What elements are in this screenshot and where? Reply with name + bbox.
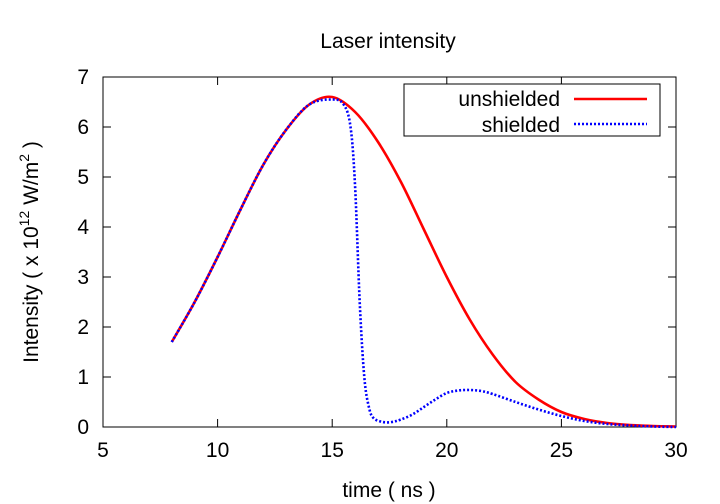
x-tick-label: 25 [550, 439, 573, 462]
y-axis-label: Intensity ( x 1012 W/m2 ) [16, 141, 43, 363]
y-tick-label: 6 [77, 116, 89, 139]
y-tick-label: 4 [77, 216, 89, 239]
y-tick-label: 2 [77, 316, 89, 339]
y-tick-label: 7 [77, 66, 89, 89]
y-tick-label: 0 [77, 416, 89, 439]
x-axis-label: time ( ns ) [342, 479, 435, 502]
y-label-suffix: ) [20, 141, 43, 154]
x-tick-label: 20 [435, 439, 458, 462]
legend-label-shielded: shielded [482, 114, 560, 137]
plot-frame [102, 76, 677, 428]
x-tick-label: 10 [206, 439, 229, 462]
y-label-exp1: 12 [16, 211, 32, 227]
axis-ticks: 5 10 15 20 25 30 0 1 2 3 4 5 6 7 [77, 66, 687, 462]
legend: unshielded shielded [403, 83, 661, 137]
x-tick-label: 15 [321, 439, 344, 462]
x-tick-label: 5 [97, 439, 109, 462]
y-label-exp2: 2 [16, 154, 32, 162]
legend-box [403, 83, 661, 137]
series-line-shielded [170, 98, 677, 429]
chart-title: Laser intensity [320, 30, 456, 53]
y-tick-label: 3 [77, 266, 89, 289]
legend-label-unshielded: unshielded [458, 88, 560, 111]
y-label-prefix: Intensity ( x 10 [20, 226, 43, 363]
y-label-mid: W/m [20, 162, 43, 211]
y-tick-label: 5 [77, 166, 89, 189]
series-layer [170, 95, 677, 429]
y-tick-label: 1 [77, 366, 89, 389]
x-tick-label: 30 [664, 439, 687, 462]
